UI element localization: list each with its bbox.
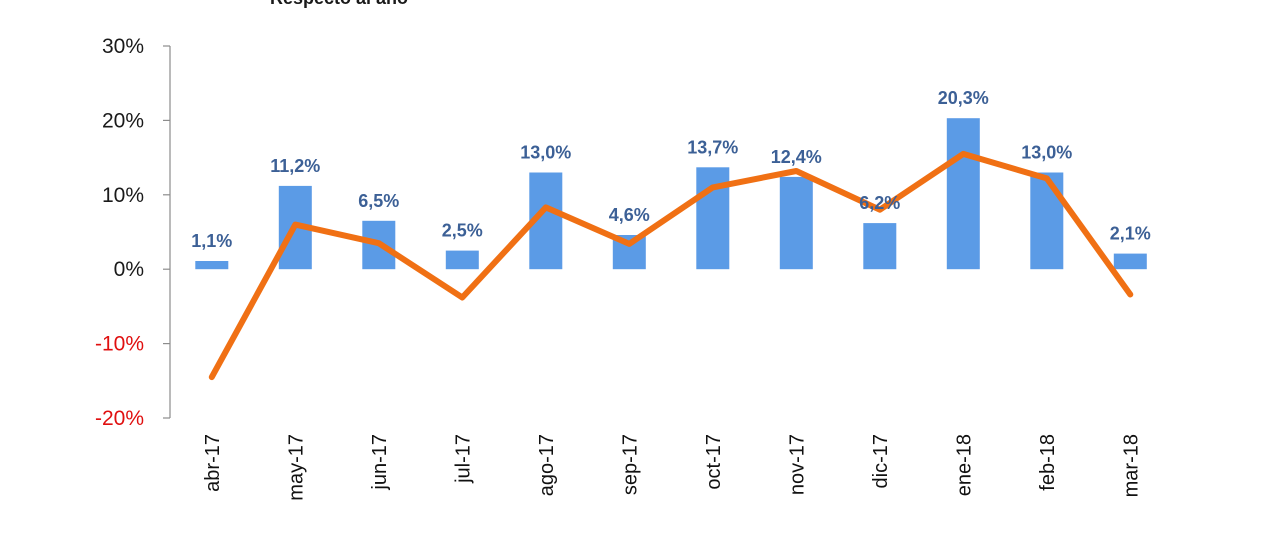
data-label-oct-17: 13,7%: [687, 137, 738, 157]
x-tick-label: nov-17: [786, 434, 808, 495]
x-tick-label: ene-18: [953, 434, 975, 496]
line-layer: [208, 150, 1134, 381]
line-point-abr-17: [211, 376, 213, 378]
y-tick-label: 10%: [102, 184, 144, 207]
chart-title: Respecto al año: [270, 0, 408, 8]
line-point-mar-18: [1129, 294, 1131, 295]
x-tick-label: mar-18: [1120, 434, 1142, 497]
line-point-jun-17: [378, 242, 380, 244]
x-tick-label: oct-17: [703, 434, 725, 490]
data-label-jul-17: 2,5%: [442, 221, 483, 241]
bar-ene-18: [946, 118, 980, 270]
line-point-dic-17: [879, 209, 881, 211]
line-point-feb-18: [1046, 177, 1048, 179]
line-point-sep-17: [628, 243, 630, 245]
data-label-jun-17: 6,5%: [358, 191, 399, 211]
x-tick-label: abr-17: [202, 434, 224, 492]
y-tick-label: 0%: [114, 258, 144, 281]
y-tick-label: -20%: [95, 407, 144, 430]
x-tick-label: sep-17: [619, 434, 641, 495]
data-label-nov-17: 12,4%: [771, 147, 822, 167]
line-point-nov-17: [795, 170, 797, 172]
y-tick-label: -10%: [95, 333, 144, 356]
x-tick-label: feb-18: [1037, 434, 1059, 491]
data-label-feb-18: 13,0%: [1021, 143, 1072, 163]
bar-mar-18: [1113, 253, 1147, 270]
bars-layer: [195, 118, 1147, 270]
x-tick-label: ago-17: [536, 434, 558, 496]
bar-abr-17: [195, 261, 229, 270]
data-label-ene-18: 20,3%: [938, 88, 989, 108]
data-label-abr-17: 1,1%: [191, 231, 232, 251]
y-tick-label: 20%: [102, 109, 144, 132]
data-label-ago-17: 13,0%: [520, 143, 571, 163]
line-point-may-17: [294, 224, 296, 226]
x-tick-label: may-17: [285, 434, 307, 501]
data-label-mar-18: 2,1%: [1110, 224, 1151, 244]
line-point-jul-17: [461, 297, 463, 298]
bar-nov-17: [779, 176, 813, 270]
x-tick-label: jul-17: [452, 434, 474, 484]
line-point-ago-17: [545, 206, 547, 208]
data-label-sep-17: 4,6%: [609, 205, 650, 225]
data-label-may-17: 11,2%: [270, 156, 320, 176]
y-tick-label: 30%: [102, 35, 144, 58]
line-series: [208, 150, 1134, 381]
data-label-dic-17: 6,2%: [859, 193, 900, 213]
data-labels-layer: 1,1% 11,2% 6,5% 2,5% 13,0% 4,6% 13,7% 12,4% 6,2%…: [191, 88, 1151, 251]
line-point-ene-18: [962, 153, 964, 155]
x-tick-label: jun-17: [369, 434, 391, 491]
axis-layer: 30% 20% 10% 0% -10% -20% abr-17 may-17 jun-17 jul…: [95, 35, 1142, 501]
bar-feb-18: [1030, 172, 1064, 270]
bar-dic-17: [863, 223, 897, 270]
x-tick-label: dic-17: [870, 434, 892, 488]
bar-jul-17: [445, 250, 479, 270]
line-point-oct-17: [712, 186, 714, 188]
